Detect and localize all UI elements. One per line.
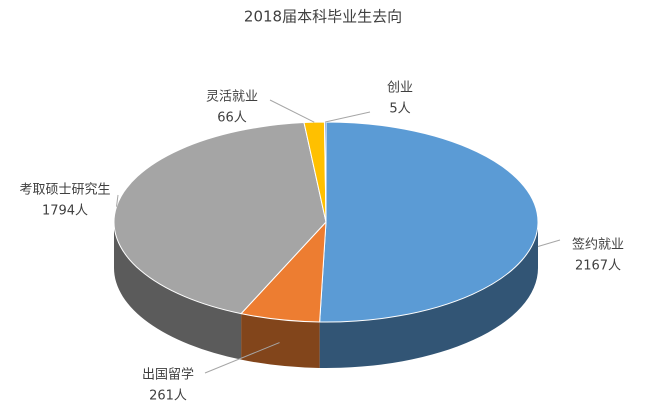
value-label: 261人 [149, 389, 187, 404]
category-label: 灵活就业 [206, 90, 258, 105]
category-label: 创业 [387, 81, 413, 96]
value-label: 5人 [389, 102, 410, 117]
value-label: 1794人 [42, 204, 88, 219]
leader-line [204, 342, 280, 374]
leader-line [325, 111, 371, 123]
category-label: 出国留学 [142, 367, 194, 383]
category-label: 签约就业 [572, 237, 624, 253]
pie-slice [319, 121, 539, 323]
leader-line [537, 239, 561, 247]
pie-side [241, 313, 320, 368]
leader-line [116, 194, 119, 207]
pie-side [319, 222, 538, 368]
pie-side [113, 222, 242, 360]
value-label: 2167人 [575, 259, 621, 274]
value-label: 66人 [217, 111, 247, 126]
chart-title: 2018届本科毕业生去向 [244, 8, 402, 26]
category-label: 考取硕士研究生 [19, 183, 110, 198]
leader-line [269, 99, 315, 123]
